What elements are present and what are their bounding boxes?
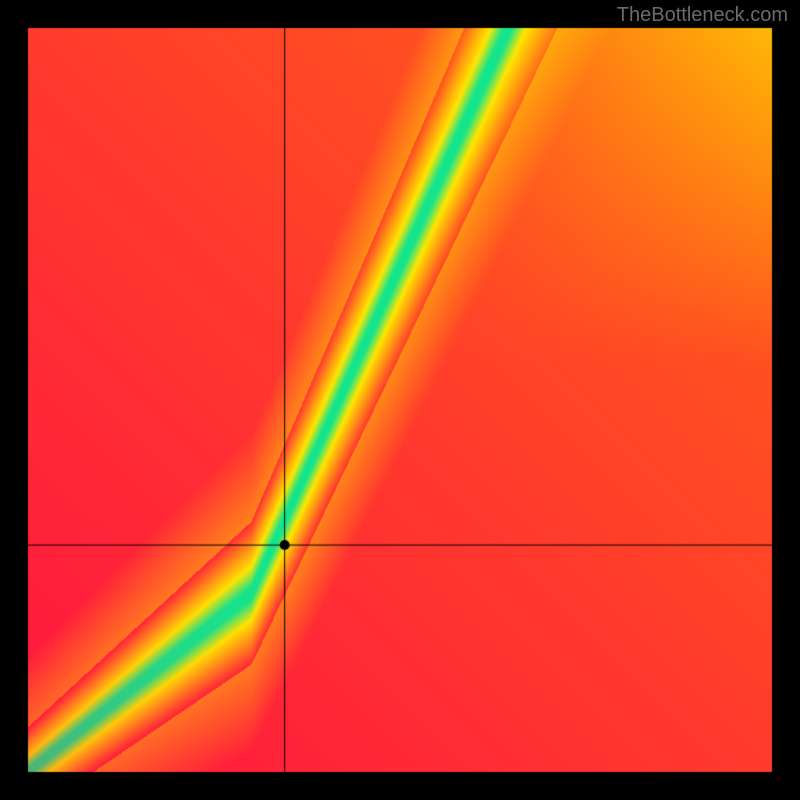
- heatmap-canvas: [0, 0, 800, 800]
- watermark-text: TheBottleneck.com: [617, 4, 788, 27]
- chart-container: TheBottleneck.com: [0, 0, 800, 800]
